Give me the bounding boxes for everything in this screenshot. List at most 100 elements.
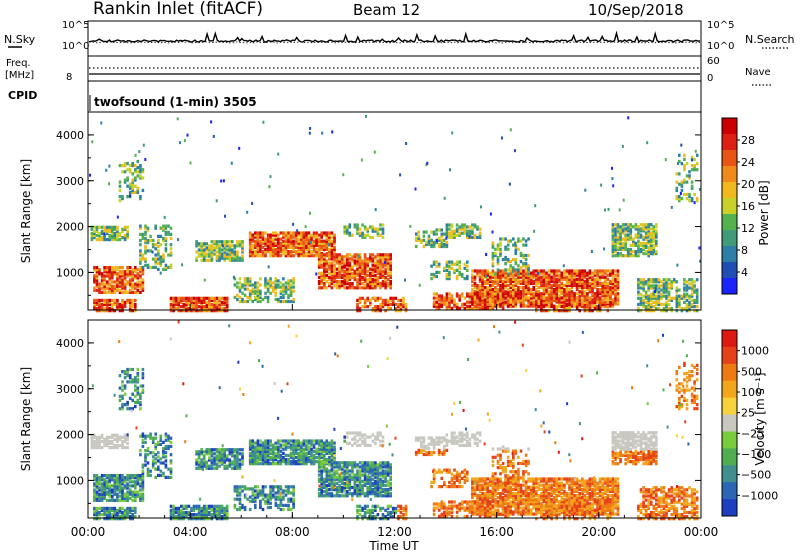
range-cell xyxy=(386,265,390,269)
range-cell xyxy=(517,275,520,279)
range-cell xyxy=(680,162,684,166)
range-cell xyxy=(218,254,221,258)
range-cell xyxy=(647,225,650,229)
range-cell xyxy=(121,478,124,482)
range-cell xyxy=(601,298,604,302)
range-cell xyxy=(637,292,640,296)
range-cell xyxy=(167,444,170,449)
range-cell xyxy=(478,227,482,231)
range-cell xyxy=(131,508,134,512)
range-cell xyxy=(297,233,300,237)
range-cell xyxy=(277,297,280,302)
range-cell xyxy=(560,296,564,300)
range-cell xyxy=(476,292,479,296)
range-cell xyxy=(202,517,206,521)
range-cell xyxy=(111,506,114,510)
range-cell xyxy=(527,300,530,304)
range-cell xyxy=(195,307,198,311)
range-cell xyxy=(603,292,607,296)
range-cell xyxy=(471,229,474,233)
range-cell xyxy=(254,289,257,293)
range-cell xyxy=(563,275,566,279)
range-cell xyxy=(496,279,500,283)
range-cell xyxy=(473,285,477,290)
range-cell xyxy=(600,183,603,187)
range-cell xyxy=(192,515,196,519)
range-cell xyxy=(95,266,99,270)
range-cell xyxy=(601,275,604,279)
range-cell xyxy=(517,296,520,300)
range-cell xyxy=(259,245,262,249)
range-cell xyxy=(90,435,94,439)
range-cell xyxy=(256,241,260,245)
range-cell xyxy=(358,259,362,263)
range-cell xyxy=(614,288,617,292)
range-cell xyxy=(202,510,206,515)
range-cell xyxy=(307,243,311,247)
range-cell xyxy=(195,462,198,466)
range-cell xyxy=(118,238,122,242)
range-cell xyxy=(116,278,119,282)
range-cell xyxy=(225,242,229,246)
range-cell xyxy=(667,286,671,290)
range-cell xyxy=(297,254,300,258)
range-cell xyxy=(496,288,500,292)
range-cell xyxy=(139,453,142,457)
range-cell xyxy=(134,290,137,294)
range-cell xyxy=(418,283,421,287)
range-cell xyxy=(177,238,180,242)
range-cell xyxy=(251,233,255,237)
range-cell xyxy=(514,302,518,306)
range-cell xyxy=(205,296,209,300)
range-cell xyxy=(95,284,99,288)
range-cell xyxy=(126,407,129,411)
range-cell xyxy=(478,269,482,273)
range-cell xyxy=(486,281,489,285)
range-cell xyxy=(164,265,168,269)
range-cell xyxy=(616,247,620,252)
range-cell xyxy=(450,294,454,298)
range-cell xyxy=(205,242,209,246)
range-cell xyxy=(146,447,150,451)
range-cell xyxy=(169,469,173,473)
range-cell xyxy=(215,258,219,262)
range-cell xyxy=(284,503,288,507)
range-cell xyxy=(642,243,645,247)
range-cell xyxy=(264,231,267,235)
range-cell xyxy=(376,280,380,284)
range-cell xyxy=(463,227,467,231)
range-cell xyxy=(223,254,226,258)
range-cell xyxy=(139,494,142,498)
range-cell xyxy=(509,296,512,300)
range-cell xyxy=(611,245,615,249)
range-cell xyxy=(550,288,553,292)
range-cell xyxy=(116,484,119,488)
range-cell xyxy=(294,237,298,241)
range-cell xyxy=(98,236,101,240)
range-cell xyxy=(284,247,288,252)
range-cell xyxy=(144,247,147,251)
range-cell xyxy=(593,302,597,307)
range-cell xyxy=(386,267,390,271)
range-cell xyxy=(537,277,541,281)
range-cell xyxy=(103,437,106,441)
range-cell xyxy=(121,407,124,411)
range-cell xyxy=(524,253,528,258)
range-cell xyxy=(136,388,140,392)
range-cell xyxy=(154,436,157,440)
range-cell xyxy=(195,517,198,521)
range-cell xyxy=(151,440,155,444)
range-cell xyxy=(607,207,610,211)
range-cell xyxy=(284,493,288,497)
range-cell xyxy=(644,227,648,231)
range-cell xyxy=(550,294,553,298)
range-cell xyxy=(136,186,140,190)
colorbar-tick-label: 8 xyxy=(741,244,748,257)
range-cell xyxy=(330,252,334,256)
range-cell xyxy=(340,282,344,286)
range-cell xyxy=(675,197,679,201)
range-cell xyxy=(629,227,633,231)
range-cell xyxy=(141,170,145,174)
range-cell xyxy=(146,239,150,243)
range-cell xyxy=(440,294,444,298)
